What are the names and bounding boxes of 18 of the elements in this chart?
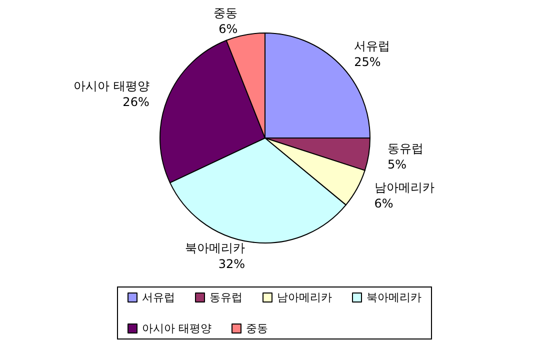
data-label: 5%	[388, 158, 407, 172]
legend-label: 동유럽	[210, 291, 242, 304]
data-label: 26%	[122, 95, 150, 110]
legend-label: 서유럽	[142, 291, 175, 304]
data-label: 6%	[218, 22, 238, 36]
slice-label: 중동	[214, 6, 238, 20]
slice-label: 동유럽	[388, 142, 424, 156]
slice-label: 아시아 태평양	[74, 79, 150, 94]
slice-label: 서유럽	[354, 38, 390, 53]
legend-label: 아시아 태평양	[142, 322, 212, 335]
data-label: 6%	[374, 196, 394, 210]
legend-label: 남아메리카	[277, 291, 332, 304]
slice-label: 북아메리카	[185, 241, 246, 256]
legend-label: 북아메리카	[366, 291, 422, 304]
data-label: 32%	[218, 257, 246, 272]
slice-label: 남아메리카	[374, 180, 434, 194]
data-label: 25%	[354, 54, 381, 69]
legend-label: 중동	[246, 322, 268, 335]
